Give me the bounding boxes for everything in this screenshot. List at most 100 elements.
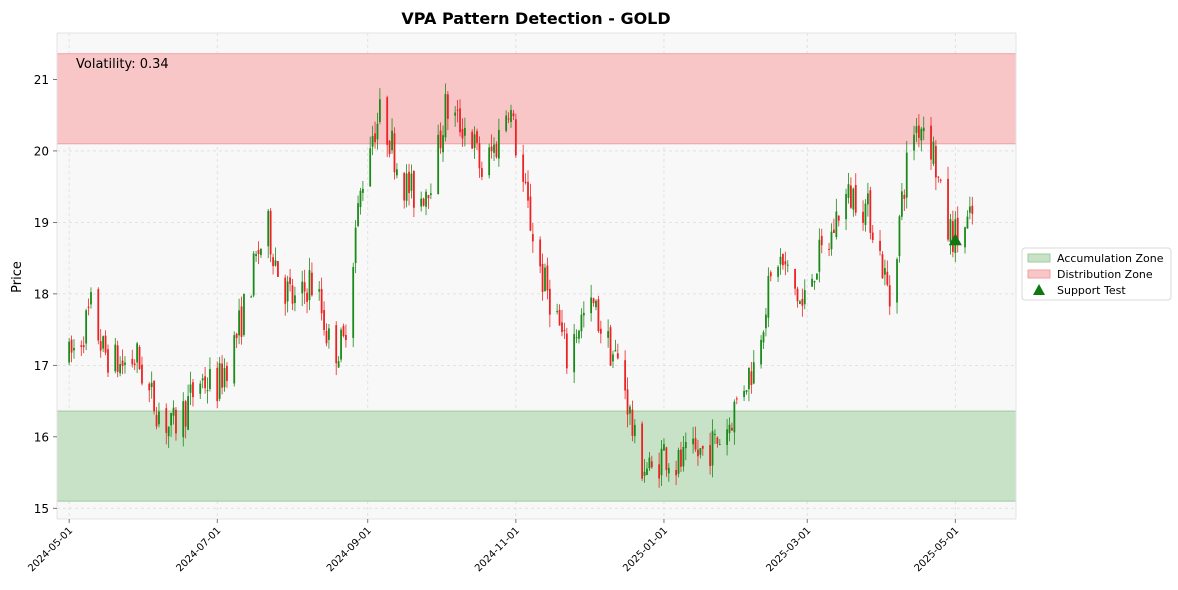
candle-body	[675, 469, 678, 476]
candle-body	[104, 335, 107, 353]
candle-body	[803, 290, 806, 305]
candle-body	[473, 134, 476, 148]
candle-body	[888, 285, 891, 307]
y-tick-label: 19	[34, 216, 49, 230]
candle-body	[915, 126, 918, 133]
candle-body	[762, 332, 765, 343]
candle-body	[461, 129, 464, 139]
candle-body	[733, 401, 736, 433]
candle-body	[590, 297, 593, 314]
candle-body	[544, 267, 546, 292]
candle-body	[371, 136, 374, 147]
candle-body	[665, 447, 668, 471]
candle-body	[633, 424, 636, 437]
candle-body	[646, 468, 648, 476]
candle-body	[124, 362, 126, 365]
legend-item-support-test-label: Support Test	[1057, 284, 1126, 297]
candle-body	[777, 266, 779, 277]
candle-body	[201, 378, 204, 381]
candle-body	[388, 140, 391, 155]
candle-body	[854, 184, 857, 213]
candle-body	[320, 288, 323, 314]
y-tick-label: 18	[34, 287, 49, 301]
candle-body	[745, 390, 748, 392]
candle-body	[255, 254, 257, 257]
candle-body	[913, 134, 915, 151]
candle-body	[558, 309, 561, 326]
candle-body	[903, 194, 906, 199]
candle-body	[99, 341, 102, 351]
candle-body	[269, 210, 272, 255]
candle-body	[463, 127, 466, 136]
candle-body	[660, 448, 663, 476]
candle-body	[867, 193, 869, 205]
candle-body	[565, 333, 568, 369]
candle-body	[90, 292, 92, 305]
candle-body	[133, 363, 136, 366]
candle-body	[454, 112, 457, 116]
candlesticks	[68, 83, 974, 488]
candle-body	[529, 196, 532, 231]
candle-body	[546, 265, 549, 291]
candle-body	[750, 371, 753, 386]
candle-body	[616, 353, 619, 359]
candle-body	[493, 144, 495, 153]
candle-body	[107, 349, 109, 373]
candle-body	[964, 227, 966, 248]
candle-body	[900, 191, 903, 217]
candle-body	[816, 273, 818, 280]
candle-body	[226, 365, 228, 381]
candle-body	[629, 406, 631, 414]
candle-body	[631, 409, 634, 436]
candle-body	[311, 272, 313, 296]
candle-body	[235, 333, 238, 339]
candle-body	[828, 248, 830, 250]
candle-body	[837, 215, 840, 221]
candle-body	[563, 330, 566, 332]
candle-body	[578, 330, 580, 339]
candle-body	[340, 329, 342, 360]
candle-body	[820, 235, 823, 246]
candle-body	[422, 198, 425, 206]
candle-body	[172, 407, 175, 416]
candle-body	[97, 289, 100, 341]
candle-body	[614, 350, 617, 352]
candle-body	[102, 336, 105, 349]
candle-body	[274, 260, 277, 266]
candle-body	[930, 125, 932, 160]
candle-body	[541, 263, 544, 292]
candle-body	[216, 367, 219, 402]
candle-body	[325, 330, 328, 344]
candle-body	[573, 334, 576, 373]
candle-body	[116, 345, 119, 372]
candle-body	[444, 93, 447, 138]
y-axis-label: Price	[10, 261, 25, 293]
candle-body	[374, 133, 376, 143]
candle-body	[175, 409, 177, 434]
candle-body	[833, 229, 835, 233]
candle-body	[138, 346, 141, 370]
candle-body	[716, 437, 719, 444]
candle-body	[522, 154, 525, 182]
candle-body	[376, 123, 379, 140]
candle-body	[488, 147, 491, 176]
candle-body	[648, 457, 651, 469]
candle-body	[801, 298, 804, 306]
candle-body	[917, 125, 920, 138]
candle-body	[682, 446, 685, 467]
candle-body	[204, 376, 206, 389]
candle-body	[199, 383, 202, 394]
candle-body	[153, 380, 156, 412]
candle-body	[291, 285, 294, 304]
candle-body	[446, 94, 449, 119]
candle-body	[531, 234, 534, 242]
candle-body	[968, 206, 971, 213]
candle-body	[459, 108, 461, 133]
candle-body	[561, 322, 563, 333]
candle-body	[420, 198, 423, 207]
candle-body	[784, 261, 787, 265]
candle-body	[580, 314, 583, 332]
candle-body	[731, 427, 733, 431]
candle-body	[920, 128, 923, 141]
candle-body	[357, 203, 359, 226]
